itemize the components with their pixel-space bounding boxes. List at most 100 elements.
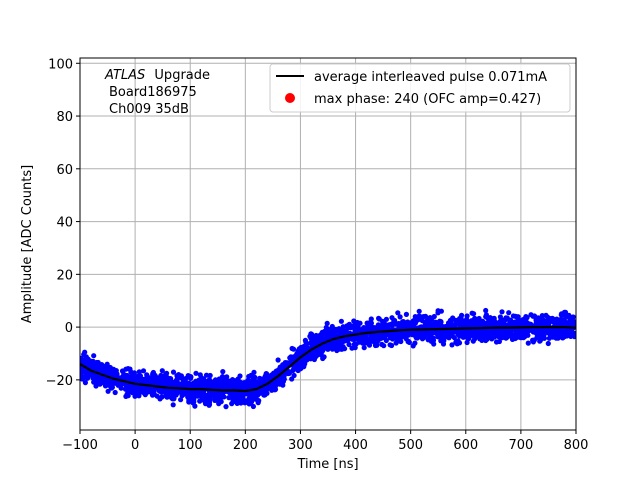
scatter-point: [483, 330, 489, 337]
scatter-point: [471, 317, 477, 324]
scatter-point: [400, 319, 406, 325]
scatter-point: [304, 355, 310, 361]
annotation-board: Board186975: [109, 85, 197, 100]
scatter-point: [208, 384, 214, 390]
scatter-point: [422, 313, 429, 319]
scatter-point: [343, 327, 349, 334]
scatter-point: [223, 404, 229, 410]
scatter-point: [461, 321, 467, 327]
scatter-point: [506, 310, 512, 316]
scatter-point: [430, 322, 436, 328]
scatter-point: [218, 399, 224, 405]
scatter-point: [162, 375, 168, 381]
x-tick-label: 100: [178, 438, 203, 453]
scatter-point: [321, 354, 327, 360]
legend: average interleaved pulse 0.071mA max ph…: [269, 63, 571, 113]
scatter-point: [216, 376, 222, 382]
scatter-point: [296, 346, 302, 352]
scatter-point: [518, 321, 524, 327]
scatter-point: [272, 387, 278, 393]
scatter-point: [455, 338, 461, 344]
scatter-point: [247, 384, 253, 390]
scatter-point: [242, 383, 248, 389]
scatter-point: [246, 373, 252, 380]
scatter-point: [325, 346, 331, 352]
annotation-line-1: ATLAS Upgrade: [104, 68, 210, 83]
scatter-point: [417, 330, 423, 337]
scatter-point: [252, 380, 258, 386]
y-tick-label: 0: [65, 321, 73, 336]
scatter-point: [338, 318, 344, 324]
scatter-point: [220, 369, 226, 375]
scatter-point: [412, 332, 418, 338]
scatter-point: [488, 332, 494, 338]
scatter-point: [372, 342, 379, 349]
scatter-point: [336, 328, 342, 334]
x-tick-label: 800: [564, 438, 589, 453]
scatter-point: [515, 314, 521, 320]
scatter-point: [82, 349, 88, 355]
scatter-point: [257, 375, 263, 381]
scatter-point: [459, 312, 465, 318]
scatter-point: [365, 325, 371, 331]
scatter-point: [123, 372, 129, 378]
scatter-point: [272, 380, 278, 386]
scatter-point: [204, 380, 210, 386]
scatter-point: [513, 330, 520, 336]
scatter-point: [365, 338, 371, 344]
scatter-point: [169, 379, 175, 386]
scatter-point: [479, 337, 485, 343]
scatter-point: [261, 392, 267, 398]
scatter-point: [178, 397, 184, 403]
x-axis-title: Time [ns]: [296, 457, 358, 472]
line-layer: [79, 326, 577, 393]
scatter-point: [520, 317, 526, 323]
scatter-point: [330, 331, 336, 337]
scatter-point: [476, 331, 482, 337]
legend-box: [269, 63, 571, 113]
scatter-point: [251, 396, 257, 402]
x-tick-label: 500: [398, 438, 423, 453]
scatter-point: [229, 383, 235, 389]
scatter-point: [226, 378, 232, 384]
scatter-point: [523, 314, 529, 320]
scatter-point: [281, 363, 287, 369]
scatter-point: [403, 311, 409, 317]
scatter-point: [275, 357, 281, 363]
scatter-point: [400, 333, 406, 339]
scatter-point: [569, 329, 575, 335]
scatter-point: [123, 386, 129, 392]
scatter-point: [374, 332, 380, 338]
scatter-point: [109, 366, 115, 372]
scatter-point: [385, 325, 391, 331]
scatter-point: [91, 353, 97, 359]
scatter-point: [389, 322, 395, 328]
annotation-block: ATLAS Upgrade Board186975 Ch009 35dB: [104, 68, 210, 117]
scatter-point: [203, 372, 210, 378]
scatter-point: [118, 385, 124, 391]
scatter-point: [429, 316, 435, 323]
scatter-point: [449, 333, 455, 339]
scatter-point: [559, 318, 565, 324]
scatter-point: [376, 316, 382, 322]
scatter-point: [437, 318, 443, 324]
annotation-upgrade: Upgrade: [154, 68, 210, 83]
x-tick-label: 600: [453, 438, 478, 453]
scatter-point: [128, 369, 134, 375]
x-tick-label: 400: [343, 438, 368, 453]
scatter-point: [145, 386, 151, 392]
scatter-point: [339, 346, 345, 352]
scatter-point: [464, 316, 470, 322]
scatter-point: [170, 402, 176, 408]
scatter-point: [277, 380, 283, 386]
scatter-point: [297, 362, 303, 368]
scatter-point: [136, 369, 142, 375]
legend-label-max-phase: max phase: 240 (OFC amp=0.427): [314, 92, 541, 107]
scatter-point: [483, 307, 489, 314]
scatter-point: [509, 320, 515, 326]
scatter-point: [437, 332, 443, 338]
scatter-point: [164, 394, 170, 400]
scatter-point: [389, 342, 395, 349]
scatter-point: [82, 380, 88, 386]
scatter-point: [322, 330, 328, 336]
